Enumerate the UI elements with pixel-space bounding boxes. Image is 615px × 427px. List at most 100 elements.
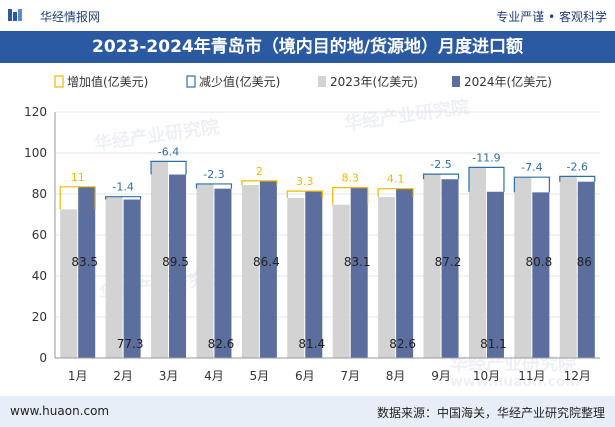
decrease-bracket — [559, 175, 596, 182]
decrease-bracket — [105, 196, 142, 200]
decrease-bracket — [468, 166, 505, 192]
change-label: -2.3 — [203, 168, 224, 181]
tagline: 专业严谨 • 客观科学 — [496, 10, 607, 24]
y-axis: 0 20 40 60 80 100 120 — [24, 105, 56, 365]
bar-2024 — [78, 186, 96, 358]
site-name: 华经情报网 — [40, 10, 101, 24]
increase-bracket — [286, 190, 323, 198]
increase-bracket — [241, 180, 278, 185]
bar-2023 — [378, 197, 396, 358]
bar-value-label: 81.4 — [298, 337, 325, 351]
decrease-bracket — [422, 173, 460, 180]
increase-bracket — [332, 187, 369, 205]
bar-2024 — [350, 187, 368, 358]
bar-2024 — [486, 191, 504, 358]
watermark-text: 华经产业研究院 — [93, 116, 221, 155]
change-label: -6.4 — [158, 145, 179, 158]
x-tick-label: 2月 — [113, 369, 133, 383]
bar-2023 — [196, 183, 214, 358]
y-tick-label: 120 — [24, 105, 47, 119]
watermark-text: 华经产业研究院 — [450, 353, 576, 375]
bar-2023 — [559, 176, 577, 358]
y-tick-label: 0 — [39, 351, 47, 365]
bar-value-label: 81.1 — [480, 337, 507, 351]
bar-2024 — [305, 191, 323, 358]
bar-2023 — [151, 161, 169, 358]
x-tick-label: 3月 — [159, 369, 179, 383]
bar-value-label: 82.6 — [389, 337, 416, 351]
change-label: 4.1 — [387, 173, 405, 186]
increase-bracket — [59, 186, 96, 210]
legend-swatch — [452, 76, 460, 87]
bar-value-label: 87.2 — [435, 255, 462, 269]
decrease-bracket — [150, 160, 187, 175]
footer-website: www.huaon.com — [10, 404, 110, 418]
bar-2024 — [396, 188, 414, 358]
bars — [59, 160, 596, 358]
change-label: 2 — [256, 165, 263, 178]
bar-2023 — [468, 167, 486, 358]
watermark-text: 华经产业研究院 — [343, 96, 471, 135]
bar-2023 — [105, 196, 123, 358]
x-tick-label: 4月 — [204, 369, 224, 383]
bar-2023 — [241, 184, 259, 358]
footer: www.huaon.com 数据来源：中国海关，华经产业研究院整理 — [0, 396, 615, 427]
bar-value-label: 82.6 — [208, 337, 235, 351]
legend-label: 减少值(亿美元) — [199, 74, 280, 89]
x-tick-label: 12月 — [564, 369, 591, 383]
change-label: 11 — [71, 171, 85, 184]
bar-value-label: 83.5 — [71, 255, 98, 269]
bar-2024 — [169, 174, 187, 358]
x-tick-label: 10月 — [473, 369, 500, 383]
change-label: -1.4 — [112, 181, 133, 194]
watermark-text: www.huaon.com — [450, 374, 580, 390]
bar-2024 — [214, 188, 232, 358]
legend-label: 2024年(亿美元) — [464, 74, 552, 89]
x-tick-label: 11月 — [518, 369, 545, 383]
bar-value-label: 77.3 — [117, 337, 144, 351]
bar-value-label: 89.5 — [162, 255, 189, 269]
y-tick-label: 60 — [32, 228, 47, 242]
legend-swatch — [318, 76, 326, 87]
x-axis: 1月 2月 3月 4月 5月 6月 7月 8月 9月 10月 11月 12月 — [55, 357, 600, 383]
change-label: -11.9 — [472, 151, 500, 164]
bar-2023 — [423, 174, 441, 358]
legend-increase-swatch — [54, 75, 64, 88]
chart-area: 华经产业研究院 华经产业研究院 华经产业研究院 华经产业研究院 www.huao… — [24, 74, 600, 390]
legend: 增加值(亿美元) 减少值(亿美元) 2023年(亿美元) 2024年(亿美元) — [54, 74, 552, 89]
x-tick-label: 5月 — [250, 369, 270, 383]
x-tick-label: 9月 — [431, 369, 451, 383]
bar-value-label: 83.1 — [344, 255, 371, 269]
bar-value-label: 86.4 — [253, 255, 280, 269]
decrease-bracket — [195, 183, 233, 189]
x-tick-label: 8月 — [386, 369, 406, 383]
legend-label: 增加值(亿美元) — [67, 74, 148, 89]
legend-label: 2023年(亿美元) — [330, 74, 418, 89]
bar-2024 — [577, 181, 595, 358]
footer-source: 数据来源：中国海关，华经产业研究院整理 — [376, 406, 605, 420]
y-tick-label: 20 — [32, 310, 47, 324]
bar-2023 — [60, 209, 78, 358]
bar-2023 — [287, 197, 305, 358]
increase-bracket — [377, 188, 414, 198]
chart-title: 2023-2024年青岛市（境内目的地/货源地）月度进口额 — [92, 37, 523, 57]
change-label: -2.6 — [567, 160, 588, 173]
bar-value-label: 86 — [577, 255, 592, 269]
y-tick-label: 80 — [32, 187, 47, 201]
decrease-bracket — [513, 176, 550, 193]
legend-decrease-swatch — [186, 75, 196, 88]
y-tick-label: 100 — [24, 146, 47, 160]
y-tick-label: 40 — [32, 269, 47, 283]
bar-value-label: 80.8 — [526, 255, 553, 269]
bar-2024 — [532, 192, 550, 358]
bar-2024 — [441, 179, 459, 358]
data-labels: 11 83.5 -1.4 77.3 -6.4 89.5 -2.3 82.6 2 86.4 3.3 81… — [71, 145, 592, 351]
x-tick-label: 6月 — [295, 369, 315, 383]
top-bar: 华经情报网 专业严谨 • 客观科学 — [0, 0, 615, 30]
x-tick-label: 1月 — [68, 369, 88, 383]
change-label: -7.4 — [521, 161, 542, 174]
bar-2023 — [514, 177, 532, 358]
bar-2023 — [332, 204, 350, 358]
title-band: 2023-2024年青岛市（境内目的地/货源地）月度进口额 — [0, 31, 615, 63]
